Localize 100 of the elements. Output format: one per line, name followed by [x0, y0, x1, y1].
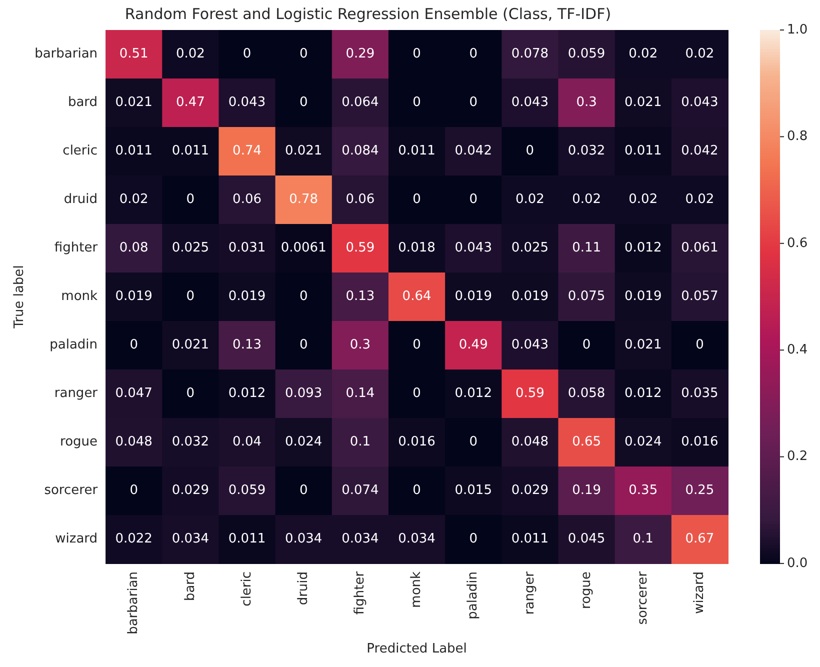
x-tick-label: sorcerer [635, 570, 650, 625]
data-label: 0.029 [511, 483, 549, 498]
data-label: 0.019 [228, 289, 266, 304]
data-label: 0 [412, 386, 421, 402]
data-label: 0.06 [346, 192, 375, 208]
data-label: 0.029 [172, 483, 210, 498]
data-label: 0.021 [624, 338, 662, 353]
x-tick-label: ranger [522, 570, 538, 615]
data-label: 0.011 [624, 144, 662, 159]
data-label: 0.025 [511, 240, 549, 256]
color-bar-label: 1.0 [787, 22, 808, 38]
data-label: 0.034 [398, 532, 436, 547]
data-label: 0.011 [115, 144, 152, 159]
data-label: 0.021 [115, 95, 152, 110]
data-label: 0.016 [398, 434, 436, 450]
x-tick-label: fighter [352, 570, 368, 615]
color-bar-label: 0.0 [787, 556, 808, 571]
data-label: 0 [412, 46, 421, 62]
data-label: 0.018 [398, 240, 436, 256]
data-label: 0.042 [454, 144, 492, 159]
y-tick-label: bard [68, 95, 98, 110]
data-label: 0 [130, 483, 138, 498]
data-label: 0.042 [681, 144, 718, 159]
data-label: 0.074 [342, 483, 379, 498]
x-tick-label: cleric [239, 571, 254, 606]
data-label: 0.35 [628, 483, 658, 498]
data-label: 0.08 [119, 240, 148, 256]
color-bar-label: 0.2 [787, 449, 808, 464]
data-label: 0 [469, 532, 478, 547]
data-label: 0.021 [172, 338, 210, 353]
data-label: 0 [299, 46, 308, 62]
data-label: 0.043 [228, 95, 266, 110]
color-bar-label: 0.4 [787, 342, 808, 358]
y-tick-label: ranger [54, 386, 98, 402]
data-label: 0.011 [511, 532, 549, 547]
data-label: 0.015 [454, 483, 492, 498]
data-label: 0.021 [284, 144, 322, 159]
y-tick-label: cleric [62, 144, 98, 159]
data-label: 0.034 [284, 532, 322, 547]
y-tick-label: wizard [55, 532, 98, 547]
data-label: 0.016 [681, 434, 718, 450]
x-tick-label: wizard [692, 571, 708, 614]
y-tick-label: sorcerer [44, 483, 98, 498]
y-tick-label: paladin [50, 338, 98, 353]
data-label: 0.74 [232, 144, 262, 159]
data-label: 0.13 [232, 338, 262, 353]
x-tick-label: monk [409, 570, 424, 608]
x-axis-title: Predicted Label [366, 642, 467, 657]
data-label: 0.04 [232, 434, 262, 450]
data-label: 0 [242, 46, 252, 62]
data-label: 0.024 [284, 434, 322, 450]
data-label: 0.02 [628, 192, 658, 208]
data-label: 0.048 [115, 434, 152, 450]
x-tick-label: druid [296, 571, 311, 606]
data-label: 0.078 [511, 46, 549, 62]
data-label: 0.1 [350, 434, 371, 450]
data-label: 0 [412, 95, 421, 110]
data-label: 0.3 [350, 338, 371, 353]
data-label: 0.59 [346, 240, 375, 256]
data-label: 0.02 [176, 46, 205, 62]
data-label: 0.012 [624, 240, 662, 256]
data-label: 0.019 [624, 289, 662, 304]
data-label: 0.0061 [280, 240, 326, 256]
data-label: 0.64 [402, 289, 432, 304]
data-label: 0.012 [228, 386, 266, 402]
data-label: 0.019 [511, 289, 549, 304]
data-label: 0.02 [572, 192, 602, 208]
data-label: 0 [582, 338, 591, 353]
data-label: 0.14 [346, 386, 375, 402]
data-label: 0.043 [454, 240, 492, 256]
data-label: 0.06 [232, 192, 262, 208]
data-label: 0 [412, 192, 421, 208]
data-label: 0 [469, 95, 478, 110]
data-label: 0.045 [568, 532, 606, 547]
data-label: 0.65 [572, 434, 602, 450]
data-label: 0.011 [172, 144, 210, 159]
data-label: 0.034 [172, 532, 210, 547]
data-label: 0.011 [228, 532, 266, 547]
data-label: 0.11 [572, 240, 602, 256]
data-label: 0.29 [346, 46, 375, 62]
data-label: 0.034 [342, 532, 379, 547]
data-label: 0.059 [228, 483, 266, 498]
data-label: 0 [696, 338, 704, 353]
y-axis-title: True label [12, 265, 28, 330]
x-tick-label: barbarian [126, 571, 142, 634]
data-label: 0 [469, 46, 478, 62]
data-label: 0.13 [346, 289, 375, 304]
data-label: 0.021 [624, 95, 662, 110]
data-label: 0.59 [515, 386, 544, 402]
data-label: 0 [186, 386, 195, 402]
data-label: 0.093 [284, 386, 322, 402]
data-label: 0.49 [458, 338, 488, 353]
data-label: 0.084 [342, 144, 379, 159]
x-tick-label: paladin [466, 571, 481, 620]
data-label: 0.02 [628, 46, 658, 62]
data-label: 0.075 [568, 289, 606, 304]
data-label: 0.032 [568, 144, 606, 159]
x-tick-label: bard [182, 571, 198, 602]
y-tick-label: barbarian [34, 46, 98, 62]
data-label: 0 [186, 192, 195, 208]
